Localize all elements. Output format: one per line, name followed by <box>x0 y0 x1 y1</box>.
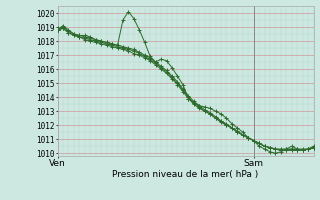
X-axis label: Pression niveau de la mer( hPa ): Pression niveau de la mer( hPa ) <box>112 170 259 179</box>
